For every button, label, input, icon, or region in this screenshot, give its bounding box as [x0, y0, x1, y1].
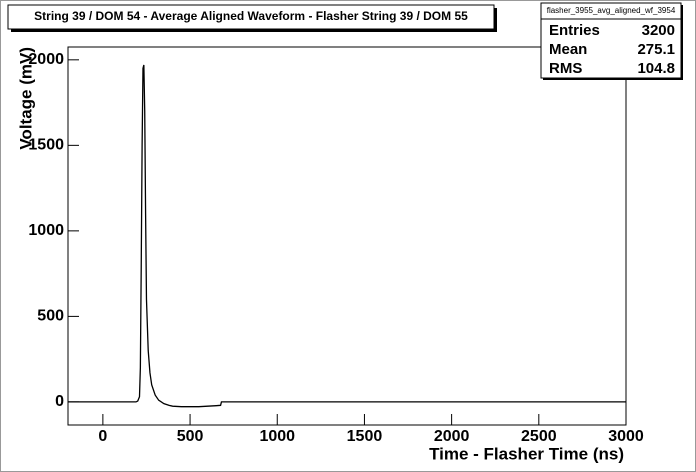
y-tick-label: 2000: [28, 51, 64, 68]
x-tick-label: 1000: [259, 428, 295, 445]
x-tick-label: 2000: [434, 428, 470, 445]
chart-title: String 39 / DOM 54 - Average Aligned Wav…: [34, 9, 468, 23]
title-box: [7, 4, 495, 30]
stats-label: Entries: [549, 22, 600, 39]
stats-box: [540, 2, 682, 79]
x-tick-label: 2500: [521, 428, 557, 445]
stats-label: RMS: [549, 60, 582, 77]
stats-title: flasher_3955_avg_aligned_wf_3954: [547, 6, 676, 15]
x-tick-label: 1500: [347, 428, 383, 445]
y-tick-label: 0: [55, 393, 64, 410]
y-tick-label: 1500: [28, 137, 64, 154]
y-tick-label: 500: [37, 308, 64, 325]
x-tick-label: 0: [98, 428, 107, 445]
plot-frame: [67, 46, 627, 426]
stats-value: 3200: [642, 22, 675, 39]
x-axis-label: Time - Flasher Time (ns): [429, 444, 624, 463]
y-tick-label: 1000: [28, 222, 64, 239]
stats-value: 275.1: [637, 41, 675, 58]
y-axis-label: Voltage (mV): [16, 47, 35, 150]
x-tick-label: 500: [177, 428, 204, 445]
x-tick-label: 3000: [608, 428, 644, 445]
stats-label: Mean: [549, 41, 587, 58]
waveform-line: [68, 64, 626, 408]
stats-value: 104.8: [637, 60, 675, 77]
